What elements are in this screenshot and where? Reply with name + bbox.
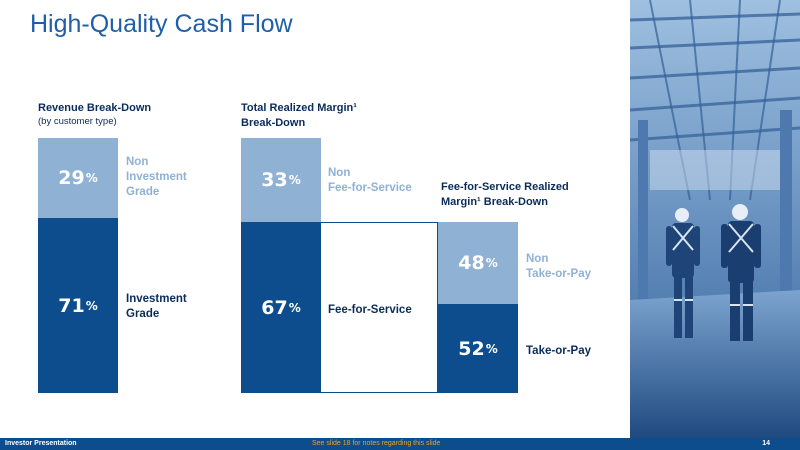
label-line: Investment: [126, 293, 187, 305]
ffs-non-take-or-pay-segment: 48%: [438, 222, 518, 304]
percent-sign: %: [485, 256, 498, 270]
revenue-investment-grade-segment: 71%: [38, 218, 118, 393]
label-line: Investment: [126, 171, 187, 183]
label-line: Grade: [126, 186, 160, 198]
margin-section-title: Total Realized Margin¹ Break-Down: [241, 101, 357, 131]
slide-title: High-Quality Cash Flow: [30, 10, 293, 38]
label-line: Take-or-Pay: [526, 345, 591, 357]
title-line: Margin¹ Break-Down: [441, 196, 548, 208]
revenue-non-investment-grade-value: 29: [58, 167, 85, 189]
label-line: Take-or-Pay: [526, 268, 591, 280]
fee-for-service-breakdown-connector: [320, 222, 438, 393]
footer-bar: Investor Presentation See slide 18 for n…: [0, 438, 800, 450]
label-line: Non: [526, 253, 549, 265]
footer-presentation-label: Investor Presentation: [5, 440, 77, 447]
title-line: Total Realized Margin¹: [241, 102, 357, 114]
margin-non-fee-for-service-label: Non Fee-for-Service: [328, 166, 412, 196]
revenue-non-investment-grade-segment: 29%: [38, 138, 118, 218]
margin-fee-for-service-segment: 67%: [241, 222, 321, 393]
label-line: Fee-for-Service: [328, 304, 412, 316]
ffs-non-take-or-pay-label: Non Take-or-Pay: [526, 252, 591, 282]
title-line: Break-Down: [241, 117, 306, 129]
label-line: Fee-for-Service: [328, 182, 412, 194]
label-line: Grade: [126, 308, 160, 320]
margin-non-fee-for-service-value: 33: [261, 169, 288, 191]
label-line: Non: [328, 167, 351, 179]
revenue-investment-grade-value: 71: [58, 294, 85, 317]
percent-sign: %: [288, 173, 301, 187]
revenue-investment-grade-label: Investment Grade: [126, 292, 187, 322]
ffs-take-or-pay-segment: 52%: [438, 304, 518, 393]
footer-page-number: 14: [762, 440, 770, 447]
margin-fee-for-service-value: 67: [261, 296, 288, 319]
percent-sign: %: [85, 298, 98, 313]
revenue-section-subtitle: (by customer type): [38, 116, 117, 127]
ffs-take-or-pay-value: 52: [458, 337, 485, 360]
revenue-section-title: Revenue Break-Down: [38, 102, 152, 114]
ffs-section-title: Fee-for-Service Realized Margin¹ Break-D…: [441, 180, 569, 210]
percent-sign: %: [288, 300, 301, 315]
ffs-take-or-pay-label: Take-or-Pay: [526, 344, 591, 359]
title-line: Fee-for-Service Realized: [441, 181, 569, 193]
percent-sign: %: [485, 341, 498, 356]
ffs-non-take-or-pay-value: 48: [458, 252, 485, 274]
workers-facility-photo: [630, 0, 800, 438]
margin-fee-for-service-label: Fee-for-Service: [328, 303, 412, 318]
revenue-non-investment-grade-label: Non Investment Grade: [126, 155, 187, 200]
margin-non-fee-for-service-segment: 33%: [241, 138, 321, 222]
label-line: Non: [126, 156, 149, 168]
percent-sign: %: [85, 171, 98, 185]
footer-notes-reference: See slide 18 for notes regarding this sl…: [312, 440, 441, 447]
